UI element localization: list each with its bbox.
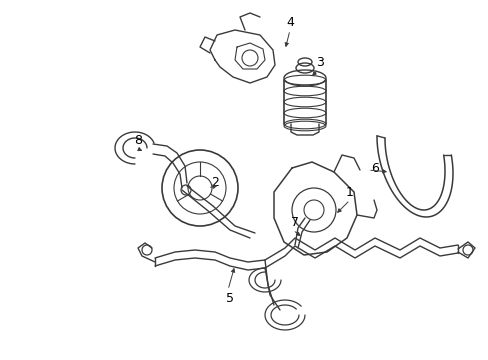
Text: 2: 2 [211, 175, 219, 189]
Text: 4: 4 [285, 15, 293, 28]
Text: 3: 3 [315, 55, 323, 68]
Text: 7: 7 [290, 216, 298, 229]
Text: 6: 6 [370, 162, 378, 175]
Text: 5: 5 [225, 292, 234, 305]
Text: 1: 1 [346, 185, 353, 198]
Text: 8: 8 [134, 134, 142, 147]
